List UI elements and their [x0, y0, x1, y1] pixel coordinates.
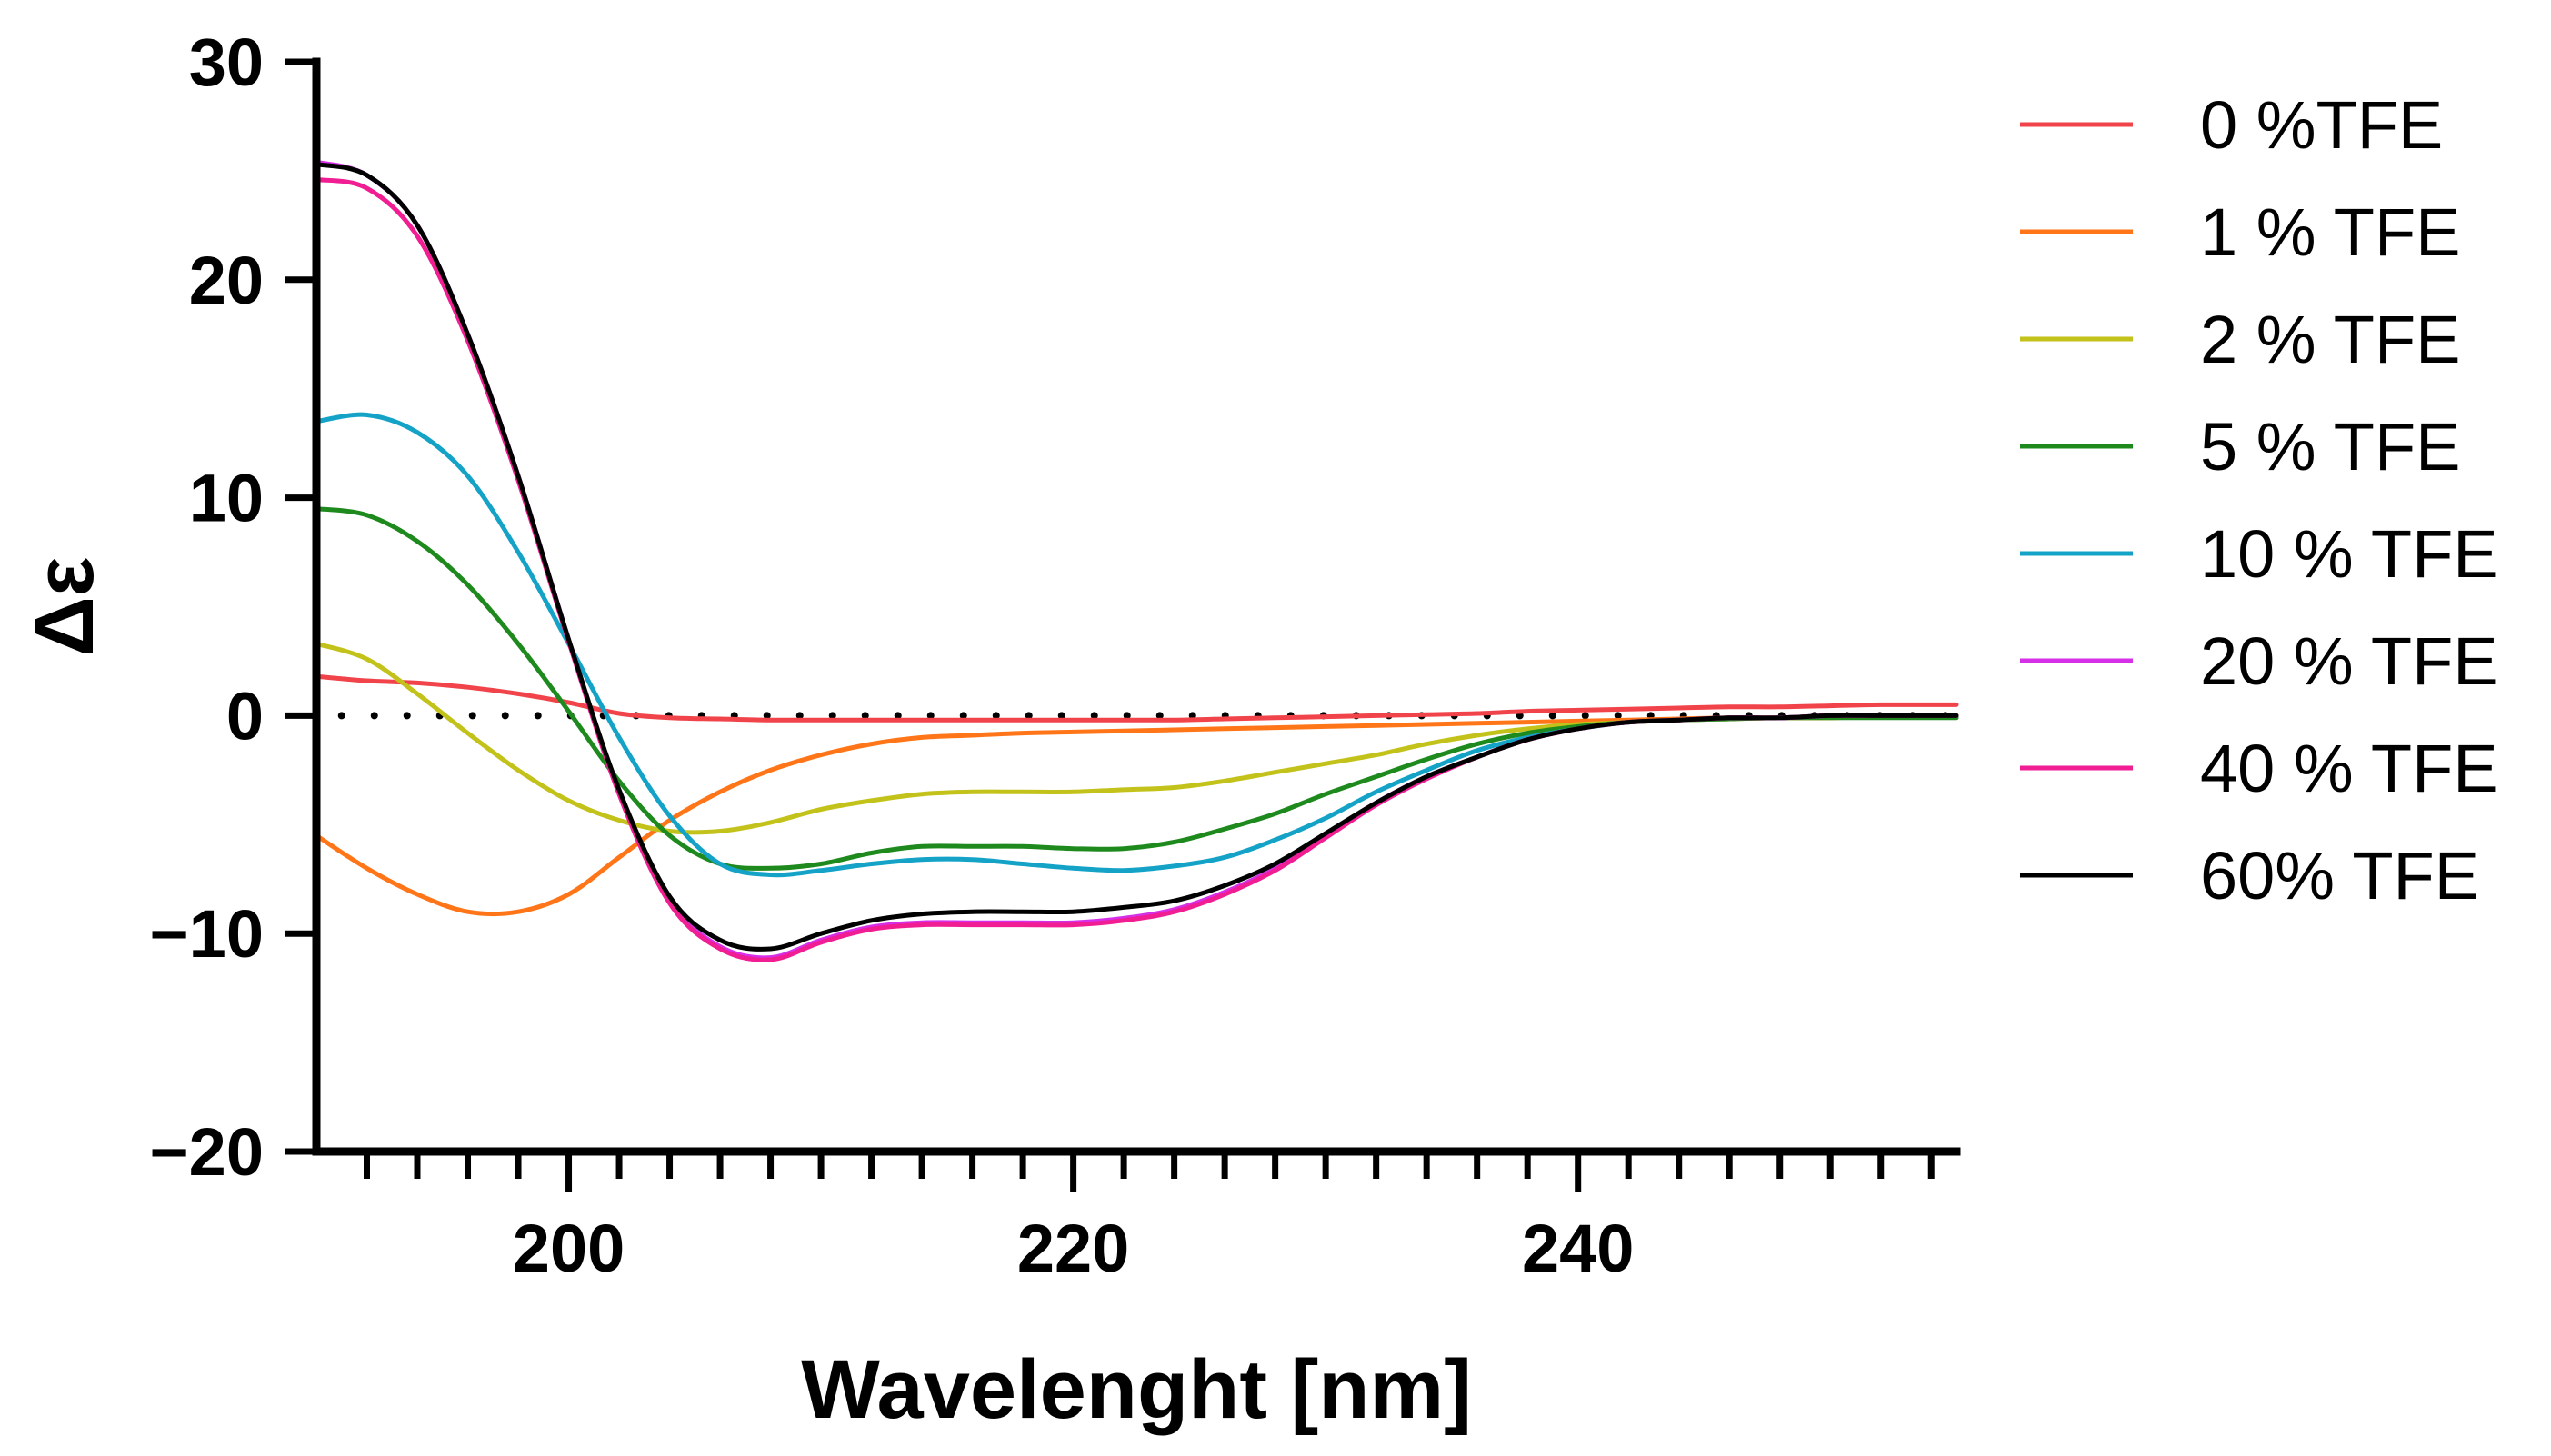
x-axis-label: Wavelenght [nm]: [801, 1343, 1472, 1436]
series-line-60-tfe: [314, 162, 1959, 952]
legend-label-20-tfe: 20 % TFE: [2200, 623, 2498, 699]
legend-label-40-tfe: 40 % TFE: [2200, 731, 2498, 806]
x-tick-label: 200: [513, 1211, 625, 1286]
x-ticks: 200 220 240: [364, 1152, 1935, 1286]
x-tick-label: 240: [1522, 1211, 1634, 1286]
series-line-10-tfe: [314, 412, 1959, 878]
y-tick-label: −20: [149, 1114, 264, 1190]
legend-label-1-tfe: 1 % TFE: [2200, 194, 2461, 270]
y-tick-label: 0: [226, 678, 264, 753]
legend-label-0-tfe: 0 %TFE: [2200, 87, 2443, 163]
y-tick-label: 20: [189, 243, 264, 318]
series-line-0-tfe: [314, 673, 1959, 723]
series-line-1-tfe: [314, 713, 1959, 917]
series-line-20-tfe: [314, 159, 1959, 961]
legend-label-60-tfe: 60% TFE: [2200, 838, 2479, 913]
legend-label-5-tfe: 5 % TFE: [2200, 409, 2461, 484]
y-tick-label: 30: [189, 25, 264, 100]
axes-layer: [312, 57, 1961, 1156]
series-layer: [314, 159, 1959, 962]
legend: 0 %TFE 1 % TFE 2 % TFE 5 % TFE 10 % TFE 20 % …: [2020, 87, 2498, 913]
y-tick-label: −10: [149, 896, 264, 972]
series-line-2-tfe: [314, 641, 1959, 835]
legend-label-2-tfe: 2 % TFE: [2200, 302, 2461, 377]
y-axis-label: Δε: [18, 557, 111, 657]
y-tick-label: 10: [189, 461, 264, 536]
series-line-5-tfe: [314, 506, 1959, 871]
legend-label-10-tfe: 10 % TFE: [2200, 516, 2498, 592]
series-line-40-tfe: [314, 177, 1959, 962]
x-tick-label: 220: [1017, 1211, 1129, 1286]
y-ticks: −20 −10 0 10 20 30: [149, 25, 316, 1190]
